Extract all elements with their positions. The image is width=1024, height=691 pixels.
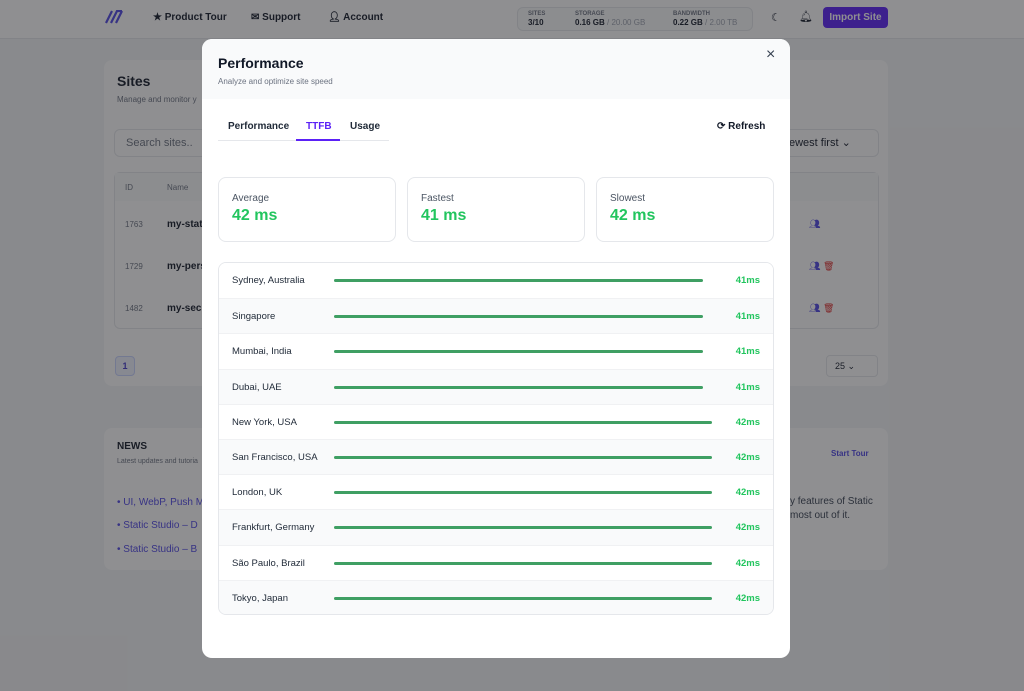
location-name: Frankfurt, Germany [232,522,315,534]
location-name: Singapore [232,311,276,323]
summary-card: Fastest 41 ms [407,177,585,242]
ttfb-bar [334,561,712,565]
ttfb-label: 41ms [735,381,760,393]
tab[interactable]: TTFB [306,121,332,132]
location-row: Singapore 41ms [219,298,773,335]
ttfb-bar [334,350,703,354]
location-name: London, UK [232,487,283,499]
modal: Performance Analyze and optimize site sp… [202,39,790,658]
modal-subtitle: Analyze and optimize site speed [218,77,333,86]
ttfb-bar [334,279,703,282]
tab[interactable]: Performance [228,121,290,132]
ttfb-label: 41ms [735,311,760,323]
location-name: Mumbai, India [232,346,292,358]
ttfb-bar [334,526,712,530]
location-row: Mumbai, India 41ms [219,333,773,370]
ttfb-bar [334,420,712,424]
location-row: Sydney, Australia 41ms [219,263,773,299]
location-name: Dubai, UAE [232,381,282,393]
ttfb-bar [334,596,712,600]
close-button[interactable]: × [766,46,776,63]
ttfb-label: 42ms [735,522,760,534]
summary-value: 42 ms [232,207,278,224]
refresh-button[interactable]: ⟳ Refresh [717,121,766,132]
summary-card: Slowest 42 ms [596,177,774,242]
ttfb-bar [334,456,712,459]
summary-label: Fastest [421,193,454,204]
refresh-label: Refresh [728,121,766,132]
ttfb-bar [334,315,703,319]
ttfb-bar [334,491,712,495]
ttfb-label: 41ms [735,346,760,358]
location-name: New York, USA [232,416,297,428]
location-row: São Paulo, Brazil 42ms [219,544,773,581]
location-row: Tokyo, Japan 42ms [219,579,773,614]
location-row: Frankfurt, Germany 42ms [219,509,773,546]
summary-value: 42 ms [610,207,656,224]
tab[interactable]: Usage [350,121,381,132]
ttfb-label: 42ms [735,592,760,604]
location-row: San Francisco, USA 42ms [219,439,773,476]
location-list: Sydney, Australia 41ms Singapore 41ms Mumbai… [218,262,774,615]
location-name: Sydney, Australia [232,275,305,286]
location-name: São Paulo, Brazil [232,557,305,569]
location-row: London, UK 42ms [219,474,773,511]
location-name: San Francisco, USA [232,452,318,463]
ttfb-label: 41ms [735,275,760,286]
tab-indicator [296,139,340,141]
ttfb-label: 42ms [735,452,760,463]
summary-value: 41 ms [421,207,467,224]
ttfb-label: 42ms [735,487,760,499]
modal-title: Performance [218,55,304,71]
location-row: Dubai, UAE 41ms [219,368,773,405]
summary-label: Slowest [610,193,646,204]
ttfb-bar [334,385,703,389]
location-name: Tokyo, Japan [232,592,288,604]
location-row: New York, USA 42ms [219,403,773,440]
summary-card: Average 42 ms [218,177,396,242]
ttfb-label: 42ms [735,416,760,428]
ttfb-label: 42ms [735,557,760,569]
summary-label: Average [232,193,270,204]
